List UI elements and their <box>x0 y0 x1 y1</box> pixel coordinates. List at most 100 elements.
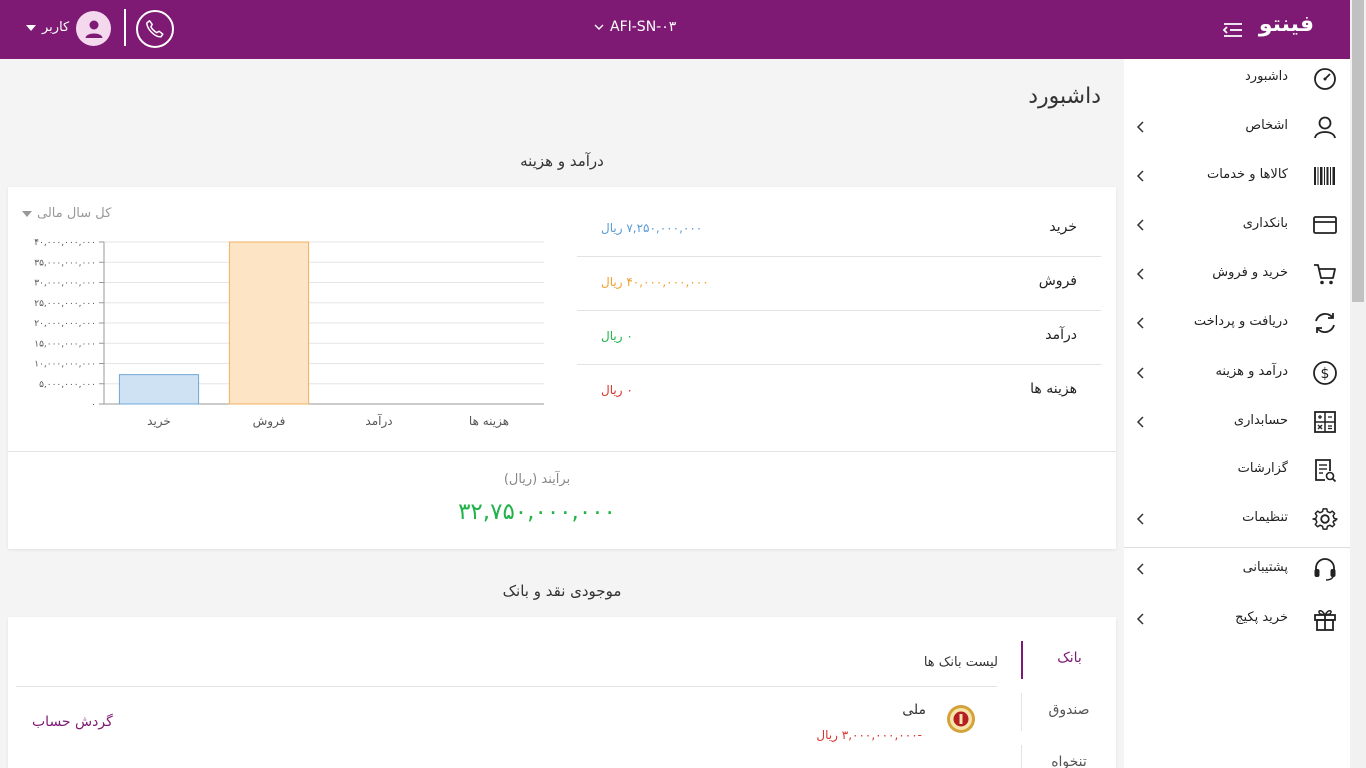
sidebar-item-settings[interactable]: تنظیمات <box>1124 500 1350 540</box>
chevron-left-icon <box>1136 121 1144 133</box>
y-tick-label: ۲۰,۰۰۰,۰۰۰,۰۰۰ <box>34 319 96 329</box>
app-logo[interactable]: فینتو <box>1258 12 1315 37</box>
caret-down-icon <box>26 24 36 31</box>
chevron-down-icon <box>594 24 604 30</box>
sidebar-item-accounting[interactable]: حسابداری <box>1124 403 1350 443</box>
stat-row-purchase: خرید ۷,۲۵۰,۰۰۰,۰۰۰ ریال <box>577 203 1101 257</box>
caret-down-icon <box>22 210 32 217</box>
headset-icon <box>1314 558 1336 581</box>
account-turnover-link[interactable]: گردش حساب <box>32 714 113 730</box>
user-avatar[interactable] <box>76 11 111 46</box>
sidebar-item-package[interactable]: خرید پکیج <box>1124 600 1350 640</box>
company-name: AFI-SN-۰۳ <box>610 19 677 35</box>
barcode-icon <box>1314 167 1335 185</box>
top-bar: فینتو AFI-SN-۰۳ کاربر <box>0 0 1350 59</box>
dollar-icon: $ <box>1313 361 1337 385</box>
sidebar-item-dashboard[interactable]: داشبورد <box>1124 59 1350 99</box>
sidebar-item-label: کالاها و خدمات <box>1207 167 1288 182</box>
y-tick-label: ۳۰,۰۰۰,۰۰۰,۰۰۰ <box>34 279 96 289</box>
sidebar-item-label: خرید و فروش <box>1212 265 1288 280</box>
stat-value: ۰ ریال <box>601 383 633 397</box>
y-tick-label: ۵,۰۰۰,۰۰۰,۰۰۰ <box>39 380 96 390</box>
sidebar-item-label: دریافت و پرداخت <box>1193 314 1288 329</box>
sidebar-divider <box>1124 547 1350 548</box>
period-label: کل سال مالی <box>37 206 112 221</box>
bank-name: ملی <box>902 702 926 718</box>
page-scrollbar[interactable] <box>1350 0 1366 768</box>
stat-value: ۴۰,۰۰۰,۰۰۰,۰۰۰ ریال <box>601 275 709 289</box>
sidebar: داشبورد اشخاص کالاها و خدمات بانکداری <box>1124 59 1350 768</box>
stat-label: درآمد <box>1045 327 1077 343</box>
company-selector[interactable]: AFI-SN-۰۳ <box>594 19 676 35</box>
cash-bank-card: بانک صندوق تنخواه لیست بانک ها ملی -۳,۰۰… <box>8 617 1116 768</box>
y-tick-label: ۰ <box>91 400 96 410</box>
bank-list-divider <box>16 686 997 687</box>
stat-label: خرید <box>1049 219 1077 235</box>
x-tick-label: هزینه ها <box>469 414 509 429</box>
income-expense-card: کل سال مالی ۰ ۵,۰۰۰,۰۰۰,۰۰۰ ۱۰,۰۰۰,۰۰۰,۰۰۰… <box>8 187 1116 549</box>
chevron-left-icon <box>1136 416 1144 428</box>
bank-list-title: لیست بانک ها <box>923 655 998 670</box>
y-tick-label: ۲۵,۰۰۰,۰۰۰,۰۰۰ <box>34 299 96 309</box>
sidebar-item-persons[interactable]: اشخاص <box>1124 108 1350 148</box>
bank-balance: -۳,۰۰۰,۰۰۰,۰۰۰ ریال <box>816 728 922 742</box>
svg-text:$: $ <box>1321 366 1330 382</box>
chevron-left-icon <box>1136 317 1144 329</box>
income-expense-chart: ۰ ۵,۰۰۰,۰۰۰,۰۰۰ ۱۰,۰۰۰,۰۰۰,۰۰۰ ۱۵,۰۰۰,۰۰۰,۰… <box>34 238 544 429</box>
chevron-left-icon <box>1136 170 1144 182</box>
stat-row-income: درآمد ۰ ریال <box>577 311 1101 365</box>
x-tick-label: خرید <box>147 414 171 429</box>
speedometer-icon <box>1314 68 1336 90</box>
sidebar-item-reports[interactable]: گزارشات <box>1124 451 1350 491</box>
phone-button[interactable] <box>136 10 174 48</box>
stat-value: ۷,۲۵۰,۰۰۰,۰۰۰ ریال <box>601 221 703 235</box>
scrollbar-thumb[interactable] <box>1352 0 1364 302</box>
header-divider <box>124 9 126 46</box>
refresh-icon <box>1315 313 1335 333</box>
stat-row-sales: فروش ۴۰,۰۰۰,۰۰۰,۰۰۰ ریال <box>577 257 1101 311</box>
cash-tabs: بانک صندوق تنخواه <box>1021 641 1116 768</box>
net-result-value: ۳۲,۷۵۰,۰۰۰,۰۰۰ <box>458 499 616 525</box>
x-tick-label: درآمد <box>365 413 392 429</box>
y-tick-label: ۱۵,۰۰۰,۰۰۰,۰۰۰ <box>34 339 96 349</box>
net-result-label: برآیند (ریال) <box>503 472 571 487</box>
person-icon <box>1314 116 1336 139</box>
sidebar-item-sales[interactable]: خرید و فروش <box>1124 255 1350 295</box>
y-tick-label: ۳۵,۰۰۰,۰۰۰,۰۰۰ <box>34 258 96 268</box>
tab-bank[interactable]: بانک <box>1021 641 1116 679</box>
gear-icon <box>1312 508 1338 530</box>
page-title: داشبورد <box>1028 84 1101 109</box>
sidebar-item-label: تنظیمات <box>1242 510 1288 525</box>
report-icon <box>1315 459 1337 483</box>
chevron-left-icon <box>1136 513 1144 525</box>
user-avatar-icon <box>85 20 102 38</box>
stat-label: فروش <box>1038 273 1077 289</box>
sidebar-item-label: پشتیبانی <box>1242 560 1288 575</box>
sidebar-item-label: بانکداری <box>1242 216 1288 231</box>
sidebar-item-label: اشخاص <box>1245 118 1288 133</box>
calculator-icon <box>1314 411 1336 433</box>
y-tick-label: ۱۰,۰۰۰,۰۰۰,۰۰۰ <box>34 360 96 370</box>
bar-1 <box>118 374 200 405</box>
sidebar-item-label: حسابداری <box>1233 413 1288 428</box>
sidebar-item-banking[interactable]: بانکداری <box>1124 206 1350 246</box>
sidebar-item-products[interactable]: کالاها و خدمات <box>1124 157 1350 197</box>
income-section-title: درآمد و هزینه <box>520 152 604 170</box>
chevron-left-icon <box>1136 563 1144 575</box>
tab-cashbox[interactable]: صندوق <box>1021 693 1116 731</box>
y-tick-label: ۴۰,۰۰۰,۰۰۰,۰۰۰ <box>34 238 96 248</box>
sidebar-item-label: داشبورد <box>1245 69 1288 84</box>
sidebar-item-income[interactable]: $ درآمد و هزینه <box>1124 354 1350 394</box>
user-menu[interactable]: کاربر <box>26 20 69 35</box>
menu-collapse-icon[interactable] <box>1222 19 1244 41</box>
period-selector[interactable]: کل سال مالی <box>22 206 111 221</box>
gift-icon <box>1314 610 1336 631</box>
tab-petty-cash[interactable]: تنخواه <box>1021 745 1116 768</box>
cart-icon <box>1314 264 1336 285</box>
card-icon <box>1313 216 1337 234</box>
user-name: کاربر <box>42 20 70 35</box>
sidebar-item-label: درآمد و هزینه <box>1215 364 1288 379</box>
sidebar-item-label: خرید پکیج <box>1235 610 1288 625</box>
sidebar-item-payments[interactable]: دریافت و پرداخت <box>1124 304 1350 344</box>
sidebar-item-support[interactable]: پشتیبانی <box>1124 550 1350 590</box>
